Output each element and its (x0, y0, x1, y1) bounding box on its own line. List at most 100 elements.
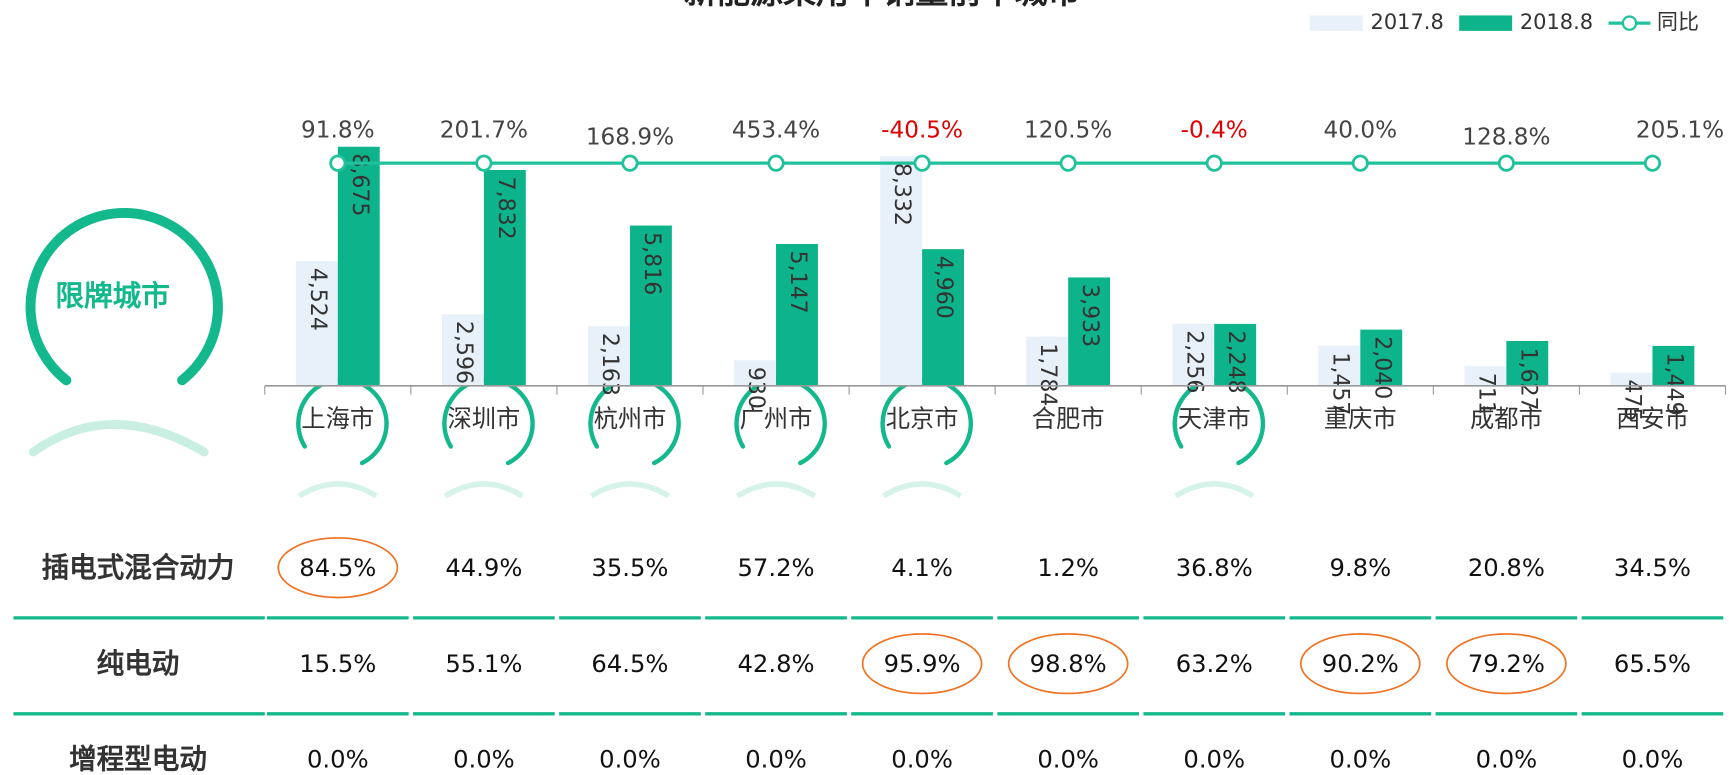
bar (1464, 366, 1507, 386)
yoy-marker (1351, 154, 1369, 172)
bar-value-label: 711 (1473, 373, 1498, 415)
row-label: 纯电动 (97, 648, 180, 680)
yoy-marker (1205, 154, 1223, 172)
cell-value: 4.1% (891, 553, 953, 582)
yoy-label: 201.7% (440, 118, 528, 144)
cell-value: 0.0% (891, 745, 953, 774)
yoy-label: 168.9% (586, 124, 674, 150)
city-ring-reflection (297, 481, 378, 499)
highlight-ellipse (1299, 633, 1421, 695)
cell-value: 90.2% (1322, 649, 1399, 678)
cell-value: 65.5% (1614, 649, 1691, 678)
city-ring-reflection (882, 481, 963, 499)
cell-value: 34.5% (1614, 553, 1691, 582)
x-tick-label: 重庆市 (1324, 404, 1397, 433)
yoy-label: -40.5% (881, 118, 963, 144)
bar-value-label: 2,040 (1369, 336, 1394, 399)
cell-value: 55.1% (445, 649, 522, 678)
legend-label: 2018.8 (1520, 10, 1593, 34)
x-tick-label: 广州市 (740, 404, 813, 433)
bar (1068, 277, 1111, 386)
cell-value: 1.2% (1037, 553, 1099, 582)
bar (441, 314, 484, 386)
cell-value: 0.0% (1183, 745, 1245, 774)
highlight-ellipse (861, 633, 983, 695)
cell-value: 57.2% (738, 553, 815, 582)
legend-swatch (1459, 15, 1513, 31)
bar (629, 225, 672, 386)
bar (483, 169, 526, 386)
legend-marker (1621, 15, 1638, 31)
bar (1360, 329, 1403, 386)
cell-value: 44.9% (445, 553, 522, 582)
cell-value: 98.8% (1030, 649, 1107, 678)
bar-value-label: 1,784 (1035, 343, 1060, 406)
badge: 限牌城市 (25, 207, 223, 457)
legend-label: 2017.8 (1371, 10, 1444, 34)
bar (295, 261, 338, 386)
badge-ring (25, 207, 223, 386)
bar (1506, 341, 1549, 386)
bar (1214, 323, 1257, 386)
yoy-marker (621, 154, 639, 172)
cell-value: 0.0% (307, 745, 369, 774)
bar-value-label: 5,147 (785, 251, 810, 314)
highlight-ellipse (1007, 633, 1129, 695)
bar-value-label: 4,960 (931, 256, 956, 319)
row-label: 插电式混合动力 (42, 552, 235, 584)
cell-value: 0.0% (745, 745, 807, 774)
yoy-label: 120.5% (1024, 118, 1112, 144)
yoy-label: 128.8% (1462, 124, 1550, 150)
bar (1610, 372, 1653, 386)
bar (734, 360, 777, 386)
cell-value: 0.0% (1037, 745, 1099, 774)
city-ring-reflection (443, 481, 524, 499)
cell-value: 42.8% (738, 649, 815, 678)
yoy-marker (475, 154, 493, 172)
cell-value: 0.0% (599, 745, 661, 774)
yoy-marker (767, 154, 785, 172)
x-tick-label: 天津市 (1178, 404, 1251, 433)
legend-swatch (1309, 15, 1363, 31)
cell-value: 0.0% (1476, 745, 1538, 774)
yoy-label: 91.8% (301, 118, 375, 144)
city-ring-reflection (589, 481, 671, 499)
bar (922, 249, 964, 386)
cell-value: 9.8% (1330, 553, 1392, 582)
bar-value-label: 7,832 (493, 177, 518, 240)
cell-value: 0.0% (1330, 745, 1392, 774)
cell-value: 20.8% (1468, 553, 1545, 582)
highlight-ellipse (277, 537, 399, 599)
bar-value-label: 2,248 (1223, 331, 1248, 394)
bar (776, 243, 818, 386)
cell-value: 0.0% (1622, 745, 1684, 774)
cell-value: 84.5% (299, 553, 376, 582)
bar (1172, 323, 1215, 386)
cell-value: 95.9% (884, 649, 961, 678)
bar (1318, 345, 1361, 386)
cell-value: 0.0% (453, 745, 515, 774)
bar-value-label: 930 (743, 367, 768, 409)
yoy-label: 205.1% (1636, 118, 1724, 144)
bar-value-label: 5,816 (639, 232, 664, 295)
bar-value-label: 1,449 (1661, 353, 1686, 416)
bar (1652, 345, 1695, 386)
x-tick-label: 北京市 (886, 404, 959, 433)
cell-value: 79.2% (1468, 649, 1545, 678)
cell-value: 35.5% (591, 553, 668, 582)
yoy-marker (1643, 154, 1661, 172)
bar-value-label: 4,524 (305, 268, 330, 331)
bar (880, 156, 923, 386)
badge-label: 限牌城市 (55, 279, 170, 313)
chart-title: 新能源乘用车销量前十城市 (684, 0, 1081, 11)
bar (588, 326, 630, 386)
city-ring-reflection (1174, 481, 1255, 499)
yoy-marker (1497, 154, 1515, 172)
bar-value-label: 2,596 (451, 321, 476, 384)
city-ring-reflection (735, 481, 817, 499)
x-tick-label: 杭州市 (594, 404, 667, 433)
bar (1026, 336, 1069, 386)
x-tick-label: 合肥市 (1032, 404, 1105, 433)
bar-value-label: 2,256 (1181, 330, 1206, 393)
